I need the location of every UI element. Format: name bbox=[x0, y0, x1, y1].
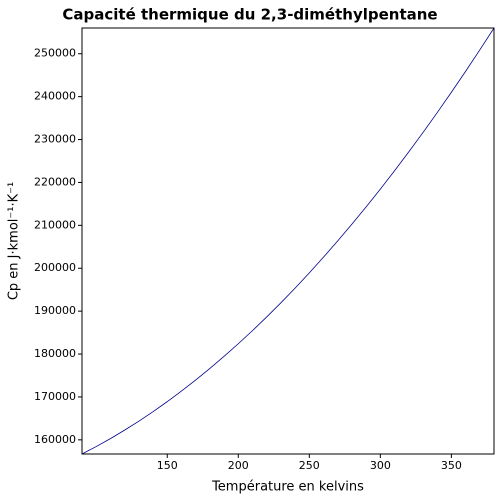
x-tick-label: 150 bbox=[157, 459, 178, 472]
x-tick-label: 200 bbox=[228, 459, 249, 472]
x-tick-label: 250 bbox=[299, 459, 320, 472]
y-axis-label: Cp en J·kmol⁻¹·K⁻¹ bbox=[7, 182, 22, 300]
x-tick-label: 350 bbox=[441, 459, 462, 472]
y-tick-label: 210000 bbox=[34, 218, 76, 231]
plot-frame bbox=[81, 27, 495, 455]
y-tick-label: 250000 bbox=[34, 47, 76, 60]
x-axis-label: Température en kelvins bbox=[211, 480, 364, 495]
chart-title: Capacité thermique du 2,3-diméthylpentan… bbox=[62, 6, 437, 24]
data-line bbox=[81, 27, 495, 455]
y-tick-label: 170000 bbox=[34, 390, 76, 403]
x-tick-label: 300 bbox=[370, 459, 391, 472]
y-tick-label: 240000 bbox=[34, 90, 76, 103]
y-tick-label: 180000 bbox=[34, 347, 76, 360]
y-tick-label: 200000 bbox=[34, 261, 76, 274]
y-tick-label: 230000 bbox=[34, 133, 76, 146]
y-tick-label: 160000 bbox=[34, 433, 76, 446]
y-tick-label: 220000 bbox=[34, 175, 76, 188]
y-tick-label: 190000 bbox=[34, 304, 76, 317]
